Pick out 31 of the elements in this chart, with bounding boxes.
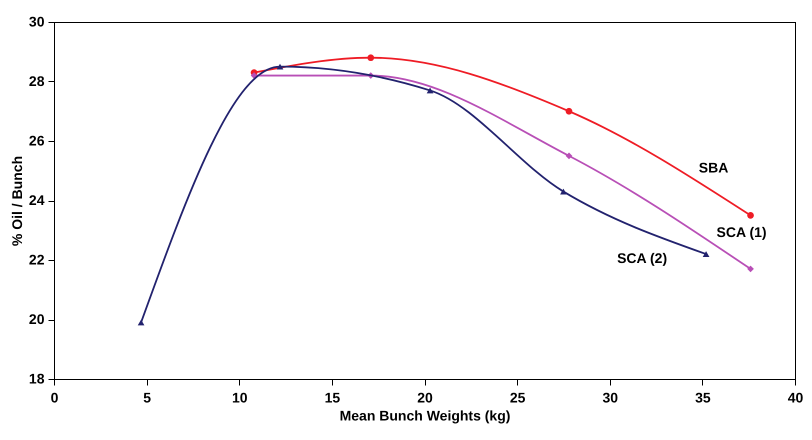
series-label: SCA (1) [716,224,767,240]
y-tick-label: 28 [28,73,45,89]
series-label: SCA (2) [617,250,668,266]
x-tick-label: 20 [417,390,433,406]
series-label: SBA [698,159,728,176]
point [276,64,284,70]
point [138,320,144,326]
x-tick-label: 40 [788,390,804,406]
point [560,188,567,194]
x-tick-label: 35 [695,390,711,406]
x-tick-label: 0 [50,390,59,406]
point [566,108,572,115]
point [702,251,710,257]
y-tick-label: 22 [28,252,45,268]
point [566,152,572,160]
point [367,54,374,62]
x-tick-label: 5 [143,390,152,406]
x-tick-label: 30 [602,390,618,406]
point [747,266,754,272]
point [747,212,754,219]
x-tick-label: 10 [232,390,248,406]
x-tick-label: 15 [324,390,340,406]
point [426,88,434,94]
y-tick-label: 18 [28,370,45,386]
y-tick-label: 26 [28,132,45,148]
y-tick-label: 24 [28,192,45,208]
y-axis-title: % Oil / Bunch [8,156,25,246]
x-axis-title: Mean Bunch Weights (kg) [340,408,510,424]
y-tick-label: 20 [28,311,45,327]
y-tick-label: 30 [28,14,45,30]
x-tick-label: 25 [510,390,526,406]
